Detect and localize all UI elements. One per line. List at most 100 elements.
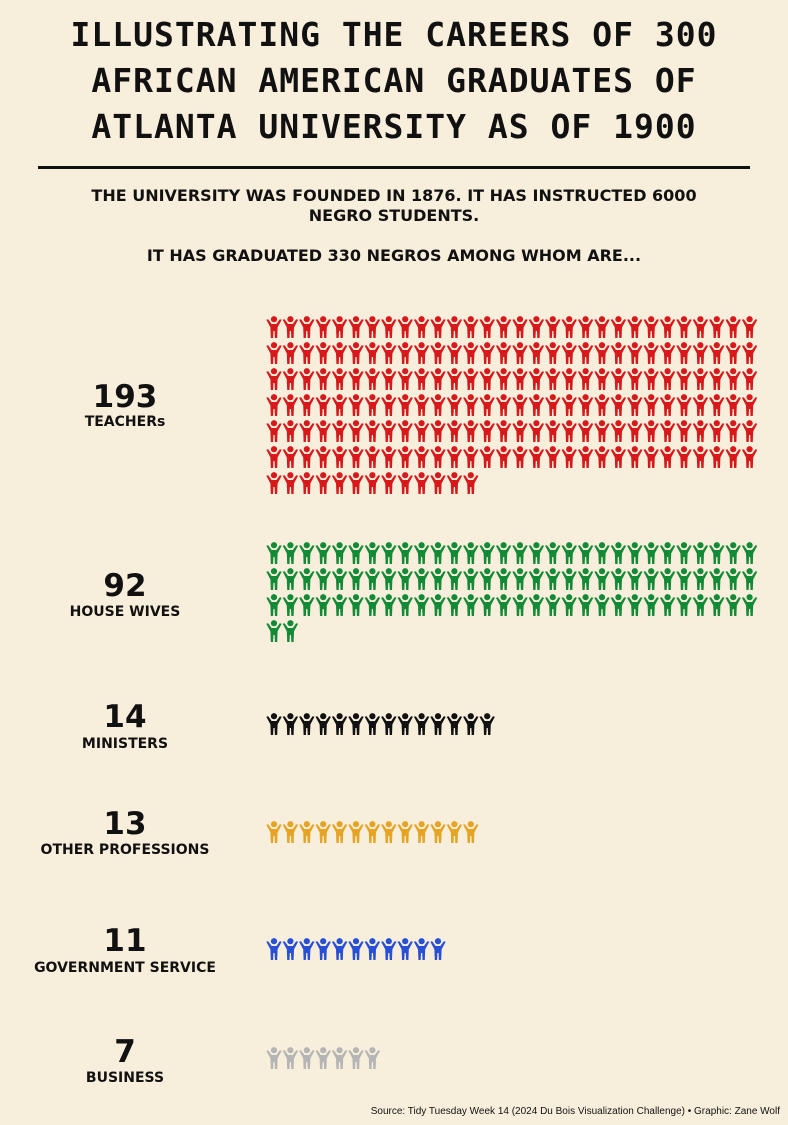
- person-icon: [331, 316, 348, 338]
- chart-title: ILLUSTRATING THE CAREERS OF 300 AFRICAN …: [70, 15, 718, 146]
- person-icon: [364, 821, 381, 843]
- person-icon: [741, 394, 758, 416]
- person-icon: [397, 446, 413, 468]
- person-icon: [479, 594, 495, 616]
- icon-group-teachers: [266, 316, 758, 494]
- person-icon: [413, 821, 430, 843]
- icon-group-ministers: [266, 713, 495, 735]
- person-icon: [479, 713, 495, 735]
- person-icon: [561, 446, 577, 468]
- person-icon: [627, 316, 643, 338]
- person-icon: [676, 368, 692, 390]
- person-icon: [331, 368, 348, 390]
- person-icon: [610, 420, 627, 442]
- title-divider: [38, 166, 750, 169]
- person-icon: [266, 316, 282, 338]
- person-icon: [315, 420, 331, 442]
- person-icon: [413, 938, 430, 960]
- count-government-service: 11: [103, 923, 147, 959]
- person-icon: [692, 316, 709, 338]
- person-icon: [512, 420, 528, 442]
- person-icon: [282, 420, 299, 442]
- person-icon: [364, 568, 381, 590]
- person-icon: [348, 821, 364, 843]
- person-icon: [495, 368, 512, 390]
- person-icon: [315, 594, 331, 616]
- person-icon: [512, 568, 528, 590]
- person-icon: [446, 568, 463, 590]
- person-icon: [430, 542, 446, 564]
- person-icon: [561, 568, 577, 590]
- person-icon: [331, 713, 348, 735]
- person-icon: [577, 368, 594, 390]
- person-icon: [430, 821, 446, 843]
- person-icon: [413, 394, 430, 416]
- person-icon: [413, 316, 430, 338]
- person-icon: [725, 446, 741, 468]
- person-icon: [430, 420, 446, 442]
- person-icon: [348, 446, 364, 468]
- person-icon: [610, 568, 627, 590]
- icon-group-other-professions: [266, 821, 479, 843]
- person-icon: [545, 420, 561, 442]
- person-icon: [282, 620, 299, 642]
- person-icon: [725, 568, 741, 590]
- person-icon: [430, 316, 446, 338]
- person-icon: [331, 446, 348, 468]
- person-icon: [676, 394, 692, 416]
- person-icon: [577, 542, 594, 564]
- person-icon: [299, 542, 315, 564]
- person-icon: [512, 316, 528, 338]
- person-icon: [446, 713, 463, 735]
- person-icon: [282, 568, 299, 590]
- person-icon: [627, 446, 643, 468]
- person-icon: [315, 394, 331, 416]
- person-icon: [627, 394, 643, 416]
- person-icon: [725, 316, 741, 338]
- person-icon: [528, 368, 545, 390]
- person-icon: [741, 542, 758, 564]
- person-icon: [659, 568, 676, 590]
- person-icon: [348, 368, 364, 390]
- person-icon: [463, 594, 479, 616]
- person-icon: [495, 594, 512, 616]
- person-icon: [594, 342, 610, 364]
- person-icon: [594, 316, 610, 338]
- person-icon: [709, 568, 725, 590]
- person-icon: [676, 342, 692, 364]
- person-icon: [331, 472, 348, 494]
- person-icon: [348, 713, 364, 735]
- person-icon: [479, 542, 495, 564]
- person-icon: [643, 568, 659, 590]
- person-icon: [659, 420, 676, 442]
- source-note: Source: Tidy Tuesday Week 14 (2024 Du Bo…: [370, 1106, 780, 1117]
- person-icon: [282, 342, 299, 364]
- person-icon: [446, 542, 463, 564]
- person-icon: [397, 542, 413, 564]
- person-icon: [709, 542, 725, 564]
- person-icon: [594, 368, 610, 390]
- label-government-service: GOVERNMENT SERVICE: [34, 960, 216, 976]
- person-icon: [315, 316, 331, 338]
- person-icon: [709, 446, 725, 468]
- person-icon: [561, 342, 577, 364]
- person-icon: [397, 368, 413, 390]
- person-icon: [446, 594, 463, 616]
- person-icon: [331, 342, 348, 364]
- person-icon: [495, 420, 512, 442]
- person-icon: [266, 368, 282, 390]
- person-icon: [430, 368, 446, 390]
- person-icon: [627, 342, 643, 364]
- person-icon: [725, 394, 741, 416]
- person-icon: [381, 368, 397, 390]
- person-icon: [282, 1047, 299, 1069]
- person-icon: [676, 446, 692, 468]
- person-icon: [512, 394, 528, 416]
- person-icon: [446, 342, 463, 364]
- person-icon: [528, 568, 545, 590]
- count-teachers: 193: [92, 379, 158, 415]
- person-icon: [413, 420, 430, 442]
- person-icon: [495, 446, 512, 468]
- person-icon: [709, 420, 725, 442]
